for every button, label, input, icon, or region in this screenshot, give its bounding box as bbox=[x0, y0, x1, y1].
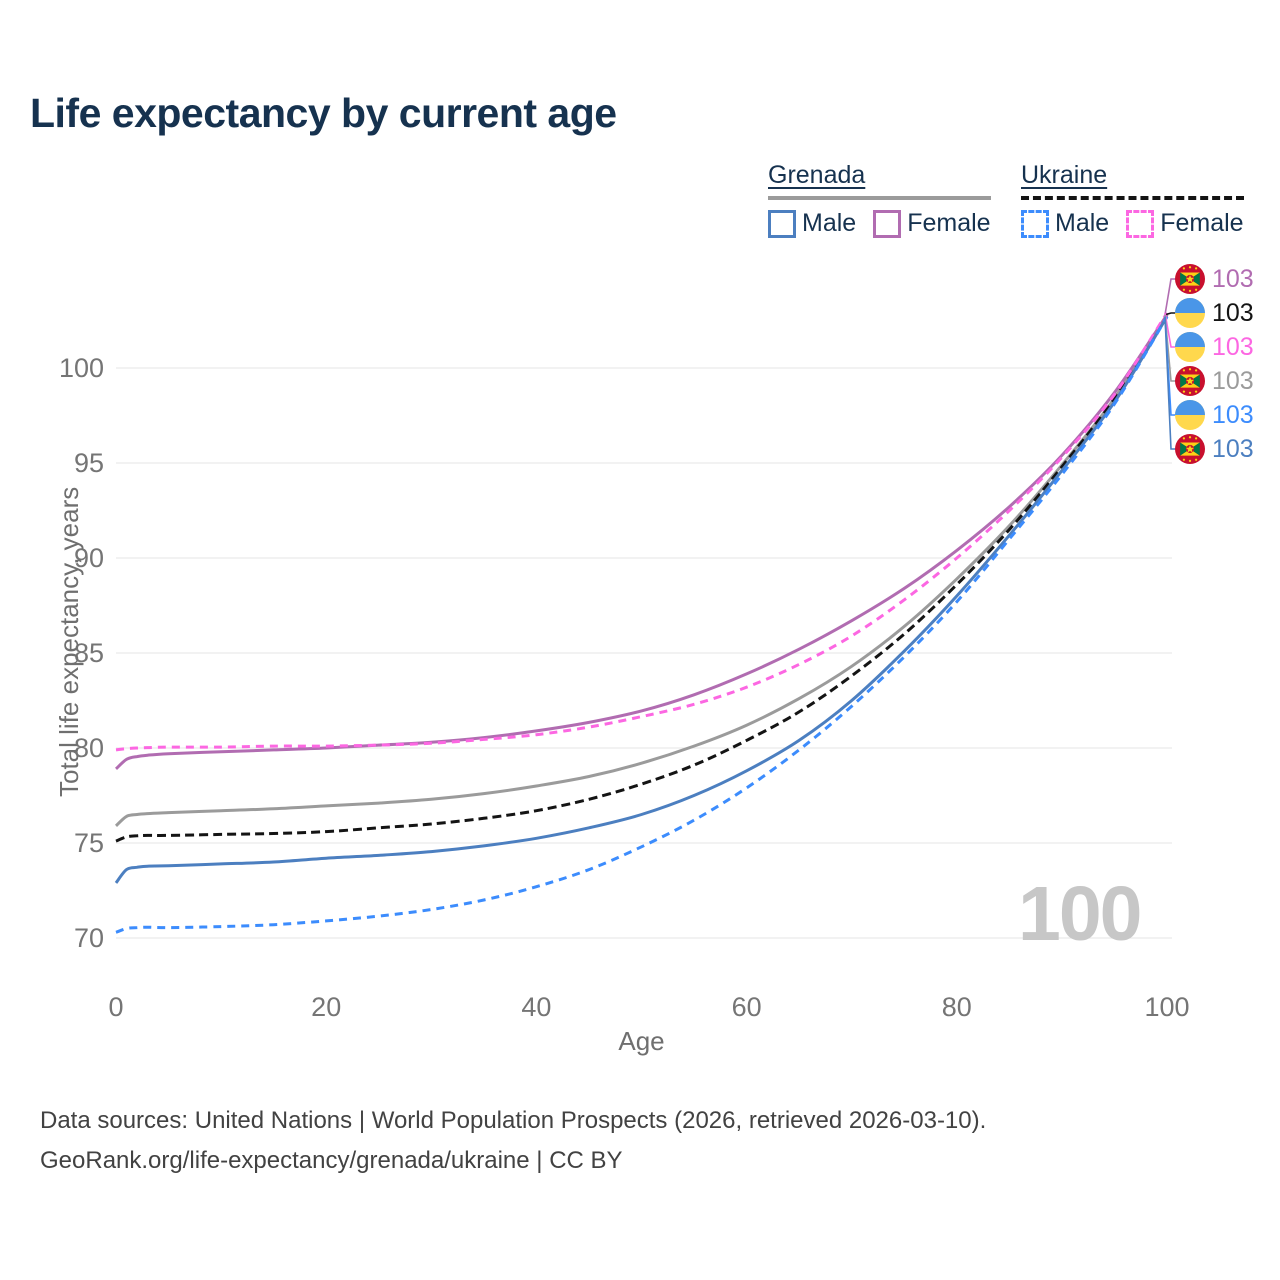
legend-item-label: Male bbox=[802, 209, 857, 237]
data-sources-text: Data sources: United Nations | World Pop… bbox=[40, 1107, 987, 1134]
end-value: 103 bbox=[1212, 332, 1254, 361]
series-line-ukraine-male[interactable] bbox=[115, 315, 1169, 934]
end-value: 103 bbox=[1212, 298, 1254, 327]
legend-group-ukraine: Ukraine Male Female bbox=[1021, 161, 1244, 238]
x-tick-label: 60 bbox=[732, 992, 762, 1022]
y-tick-label: 95 bbox=[74, 448, 104, 478]
ukraine-female-swatch bbox=[1126, 209, 1155, 238]
legend-ukraine-label[interactable]: Ukraine bbox=[1021, 161, 1108, 189]
ukraine-male-swatch bbox=[1021, 209, 1049, 238]
x-tick-label: 20 bbox=[311, 992, 341, 1022]
x-tick-label: 80 bbox=[942, 992, 972, 1022]
end-label-ukraine-male: 103 bbox=[1175, 399, 1254, 431]
age-watermark: 100 bbox=[1018, 871, 1142, 957]
legend-item-label: Female bbox=[1160, 209, 1244, 237]
series-line-grenada-total[interactable] bbox=[114, 313, 1169, 828]
x-tick-label: 0 bbox=[108, 992, 123, 1022]
legend-item-label: Male bbox=[1055, 209, 1110, 237]
legend-item-grenada-female[interactable]: Female bbox=[873, 209, 991, 238]
grenada-flag-icon bbox=[1175, 366, 1205, 396]
series-line-grenada-male[interactable] bbox=[114, 315, 1169, 884]
end-label-ukraine-total: 103 bbox=[1175, 297, 1254, 329]
y-tick-label: 100 bbox=[59, 353, 104, 383]
y-tick-label: 70 bbox=[74, 923, 104, 953]
end-value: 103 bbox=[1212, 264, 1254, 293]
grenada-line-style-swatch bbox=[768, 196, 991, 200]
page-title: Life expectancy by current age bbox=[30, 90, 617, 136]
series-line-ukraine-female[interactable] bbox=[115, 312, 1169, 752]
legend-item-grenada-male[interactable]: Male bbox=[768, 209, 856, 238]
ukraine-flag-icon bbox=[1175, 332, 1205, 362]
y-tick-label: 85 bbox=[74, 638, 104, 668]
ukraine-flag-icon bbox=[1175, 298, 1205, 328]
grenada-flag-icon bbox=[1175, 264, 1205, 294]
ukraine-flag-icon bbox=[1175, 400, 1205, 430]
end-label-grenada-total: 103 bbox=[1175, 365, 1254, 397]
x-axis-title: Age bbox=[618, 1026, 665, 1056]
grenada-flag-icon bbox=[1175, 434, 1205, 464]
x-tick-label: 100 bbox=[1144, 992, 1189, 1022]
attribution-text: GeoRank.org/life-expectancy/grenada/ukra… bbox=[40, 1147, 623, 1174]
legend-item-ukraine-male[interactable]: Male bbox=[1021, 209, 1109, 238]
end-label-grenada-female: 103 bbox=[1175, 263, 1254, 295]
series-line-grenada-female[interactable] bbox=[114, 313, 1169, 771]
end-label-grenada-male: 103 bbox=[1175, 433, 1254, 465]
legend-item-ukraine-female[interactable]: Female bbox=[1126, 209, 1244, 238]
legend-item-label: Female bbox=[907, 209, 991, 237]
x-tick-label: 40 bbox=[521, 992, 551, 1022]
legend-group-grenada: Grenada Male Female bbox=[768, 161, 991, 238]
y-tick-label: 90 bbox=[74, 543, 104, 573]
end-label-ukraine-female: 103 bbox=[1175, 331, 1254, 363]
y-tick-label: 80 bbox=[74, 733, 104, 763]
end-value: 103 bbox=[1212, 400, 1254, 429]
end-value: 103 bbox=[1212, 434, 1254, 463]
ukraine-line-style-swatch bbox=[1021, 196, 1244, 200]
grenada-male-swatch bbox=[768, 209, 796, 238]
legend-grenada-label[interactable]: Grenada bbox=[768, 161, 866, 189]
series-line-ukraine-total[interactable] bbox=[115, 313, 1169, 843]
y-tick-label: 75 bbox=[74, 828, 104, 858]
y-axis-title: Total life expectancy, years bbox=[54, 486, 84, 797]
end-value: 103 bbox=[1212, 366, 1254, 395]
grenada-female-swatch bbox=[873, 209, 902, 238]
